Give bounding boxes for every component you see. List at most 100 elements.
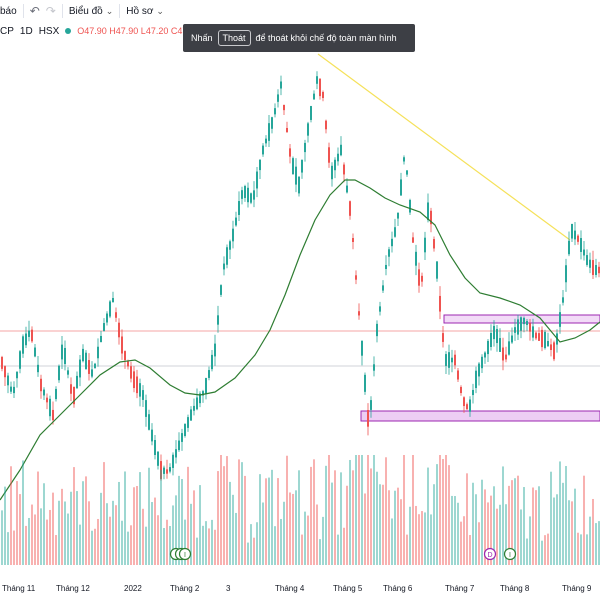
candle bbox=[511, 335, 513, 343]
exchange-label: HSX bbox=[38, 25, 60, 37]
candle bbox=[88, 360, 90, 374]
volume-bar bbox=[166, 519, 168, 565]
candle bbox=[262, 145, 264, 155]
price-chart[interactable]: IIIDI bbox=[0, 40, 600, 580]
volume-bar bbox=[484, 489, 486, 565]
candle bbox=[379, 306, 381, 312]
candle bbox=[454, 354, 456, 366]
chevron-down-icon: ⌄ bbox=[156, 5, 164, 16]
candle bbox=[334, 159, 336, 171]
candle bbox=[424, 237, 426, 253]
profile-menu-button[interactable]: Hồ sơ ⌄ bbox=[126, 0, 164, 22]
candle bbox=[406, 170, 408, 175]
volume-bar bbox=[202, 525, 204, 565]
candle bbox=[364, 374, 366, 392]
candle bbox=[331, 165, 333, 180]
volume-bar bbox=[184, 519, 186, 565]
volume-bar bbox=[463, 516, 465, 565]
volume-bar bbox=[388, 490, 390, 565]
symbol-name[interactable]: CP bbox=[0, 25, 14, 37]
volume-bar bbox=[1, 510, 3, 565]
candle bbox=[337, 153, 339, 162]
candle bbox=[499, 338, 501, 352]
volume-bar bbox=[334, 470, 336, 565]
volume-bar bbox=[34, 514, 36, 565]
candle bbox=[397, 212, 399, 219]
candle bbox=[187, 417, 189, 428]
volume-bar bbox=[451, 495, 453, 565]
time-axis[interactable]: Tháng 11 Tháng 12 2022 Tháng 2 3 Tháng 4… bbox=[0, 580, 600, 600]
redo-icon[interactable]: ↷ bbox=[45, 4, 56, 18]
volume-bar bbox=[139, 472, 141, 565]
candle bbox=[538, 333, 540, 341]
volume-bar bbox=[199, 485, 201, 565]
volume-bar bbox=[376, 471, 378, 565]
volume-bar bbox=[298, 470, 300, 565]
candle bbox=[250, 193, 252, 203]
candle bbox=[259, 159, 261, 171]
candle bbox=[73, 386, 75, 405]
candle bbox=[97, 346, 99, 359]
volume-bar bbox=[61, 488, 63, 565]
candle bbox=[64, 347, 66, 365]
volume-bar bbox=[208, 528, 210, 565]
candle bbox=[247, 187, 249, 203]
volume-bar bbox=[151, 502, 153, 565]
candle bbox=[475, 370, 477, 389]
volume-bar bbox=[409, 506, 411, 565]
volume-bar bbox=[445, 455, 447, 565]
volume-bar bbox=[76, 491, 78, 565]
volume-bar bbox=[73, 467, 75, 565]
candle bbox=[91, 369, 93, 377]
candle bbox=[376, 323, 378, 337]
candle bbox=[508, 341, 510, 355]
candle bbox=[19, 351, 21, 369]
volume-bar bbox=[145, 526, 147, 565]
volume-bar bbox=[571, 501, 573, 565]
volume-bar bbox=[319, 539, 321, 565]
volume-bar bbox=[526, 538, 528, 565]
symbol-legend: CP 1D HSX O47.90 H47.90 L47.20 C47.6 bbox=[0, 24, 195, 38]
volume-bar bbox=[130, 525, 132, 565]
candle bbox=[220, 285, 222, 295]
time-axis-label: Tháng 11 bbox=[2, 584, 36, 593]
volume-bar bbox=[289, 492, 291, 565]
toolbar-item-bao[interactable]: báo bbox=[0, 0, 17, 22]
candle bbox=[298, 176, 300, 194]
volume-bar bbox=[121, 520, 123, 565]
candle bbox=[172, 454, 174, 468]
toast-prefix: Nhấn bbox=[191, 33, 213, 43]
candle bbox=[427, 202, 429, 221]
volume-bar bbox=[529, 516, 531, 565]
candle bbox=[37, 364, 39, 373]
candle bbox=[382, 285, 384, 291]
candle bbox=[388, 249, 390, 257]
candle bbox=[370, 400, 372, 410]
volume-bar bbox=[229, 481, 231, 565]
volume-bar bbox=[19, 494, 21, 565]
interval-label[interactable]: 1D bbox=[19, 25, 33, 37]
volume-bar bbox=[223, 466, 225, 565]
candle bbox=[340, 144, 342, 156]
candle bbox=[535, 332, 537, 339]
volume-bar bbox=[556, 494, 558, 565]
volume-bar bbox=[70, 491, 72, 565]
volume-bar bbox=[466, 473, 468, 565]
volume-bar bbox=[94, 528, 96, 565]
volume-bar bbox=[310, 466, 312, 565]
candle bbox=[274, 108, 276, 115]
candle bbox=[436, 261, 438, 279]
volume-bar bbox=[580, 534, 582, 565]
undo-icon[interactable]: ↶ bbox=[29, 4, 40, 18]
volume-bar bbox=[283, 501, 285, 565]
volume-bar bbox=[385, 457, 387, 565]
volume-bar bbox=[313, 459, 315, 565]
chart-menu-button[interactable]: Biểu đồ ⌄ bbox=[69, 0, 113, 22]
volume-bar bbox=[235, 512, 237, 565]
candle bbox=[526, 320, 528, 326]
volume-bar bbox=[103, 462, 105, 565]
volume-bar bbox=[100, 492, 102, 565]
candle bbox=[160, 461, 162, 479]
candle bbox=[562, 297, 564, 303]
volume-bar bbox=[124, 471, 126, 565]
